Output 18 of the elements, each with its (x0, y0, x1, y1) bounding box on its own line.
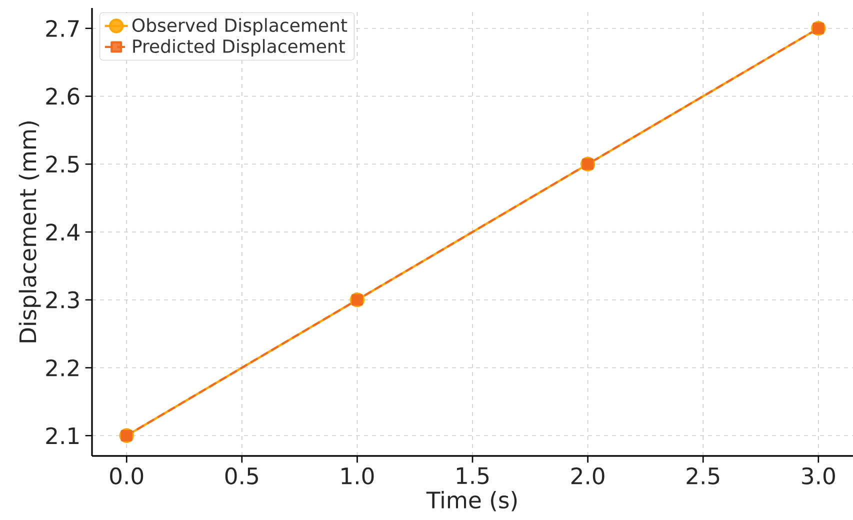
y-axis-title: Displacement (mm) (18, 122, 41, 342)
x-tick-label: 3.0 (802, 467, 835, 484)
y-tick-label: 2.4 (46, 224, 80, 240)
x-tick-label: 2.5 (686, 467, 720, 484)
y-tick-label: 2.7 (46, 20, 79, 37)
x-axis-title: Time (s) (426, 490, 517, 512)
y-tick-label: 2.5 (46, 156, 79, 173)
y-tick-label: 2.6 (46, 88, 80, 105)
y-tick-label: 2.2 (46, 359, 78, 376)
x-tick-label: 1.0 (342, 467, 374, 484)
x-tick-label: 0.0 (110, 467, 144, 484)
legend-label: Observed Displacement (132, 18, 348, 36)
y-tick-label: 2.3 (46, 291, 79, 308)
x-tick-label: 0.5 (225, 467, 258, 484)
y-tick-label: 2.1 (46, 427, 79, 444)
legend-label: Predicted Displacement (133, 39, 345, 57)
x-tick-label: 1.5 (456, 467, 489, 484)
x-tick-label: 2.0 (571, 467, 604, 484)
